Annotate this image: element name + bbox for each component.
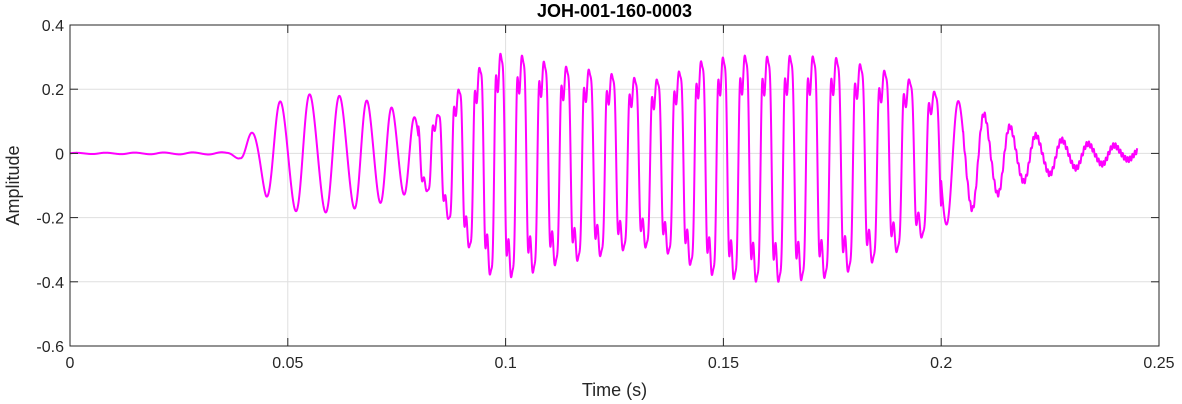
- x-tick-label: 0.1: [494, 355, 516, 372]
- chart-title: JOH-001-160-0003: [537, 1, 692, 21]
- x-tick-label: 0: [66, 355, 75, 372]
- y-tick-label: -0.2: [36, 211, 64, 228]
- y-tick-label: -0.6: [36, 339, 64, 356]
- plot-area: [70, 25, 1159, 346]
- x-tick-label: 0.05: [272, 355, 303, 372]
- y-tick-label: -0.4: [36, 275, 64, 292]
- y-axis-label: Amplitude: [3, 145, 23, 225]
- x-axis: 0 0.05 0.1 0.15 0.2 0.25: [66, 25, 1175, 372]
- y-tick-label: 0.4: [42, 18, 64, 35]
- x-axis-label: Time (s): [582, 380, 647, 400]
- x-tick-label: 0.25: [1143, 355, 1174, 372]
- series-waveform-line: [69, 52, 1139, 283]
- x-tick-label: 0.15: [708, 355, 739, 372]
- y-tick-label: 0: [55, 146, 64, 163]
- plot-border: [69, 24, 1160, 347]
- x-tick-label: 0.2: [930, 355, 952, 372]
- series-layer: [69, 52, 1139, 283]
- y-axis: -0.6 -0.4 -0.2 0 0.2 0.4: [36, 18, 1159, 356]
- y-tick-label: 0.2: [42, 82, 64, 99]
